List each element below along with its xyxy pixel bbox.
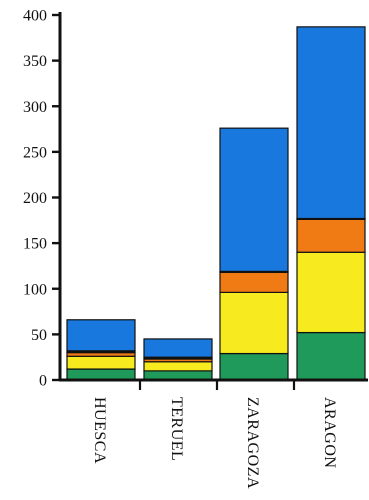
y-tick-label-200: 200 — [23, 190, 47, 207]
bar-segment-teruel-1 — [143, 361, 213, 372]
y-tick-label-400: 400 — [23, 8, 47, 25]
category-label-zaragoza: ZARAGOZA — [244, 397, 261, 489]
y-tick-label-50: 50 — [31, 327, 47, 344]
labels-layer: 0 50 100 150 200 250 300 350 400 HUESCA TERUEL ZARA… — [23, 8, 338, 490]
bar-segment-zaragoza-2 — [219, 271, 289, 294]
bar-segment-huesca-4 — [66, 319, 136, 352]
bar-segment-zaragoza-0 — [219, 352, 289, 381]
bar-segment-aragon-2 — [296, 218, 366, 253]
bar-segment-zaragoza-1 — [219, 291, 289, 355]
bars-layer — [66, 26, 366, 381]
bar-segment-huesca-0 — [66, 368, 136, 381]
bar-segment-aragon-4 — [296, 26, 366, 220]
y-tick-label-100: 100 — [23, 281, 47, 298]
category-label-aragon: ARAGON — [321, 397, 338, 468]
bar-segment-aragon-0 — [296, 331, 366, 381]
y-tick-label-300: 300 — [23, 99, 47, 116]
category-label-huesca: HUESCA — [91, 397, 108, 464]
y-tick-label-0: 0 — [39, 373, 47, 390]
y-tick-label-350: 350 — [23, 53, 47, 70]
bar-segment-teruel-4 — [143, 338, 213, 358]
bar-segment-aragon-1 — [296, 251, 366, 334]
y-tick-label-250: 250 — [23, 144, 47, 161]
bar-segment-huesca-1 — [66, 355, 136, 370]
axis-layer — [52, 12, 368, 390]
bar-segment-zaragoza-4 — [219, 127, 289, 273]
category-label-teruel: TERUEL — [168, 397, 185, 461]
y-tick-label-150: 150 — [23, 236, 47, 253]
